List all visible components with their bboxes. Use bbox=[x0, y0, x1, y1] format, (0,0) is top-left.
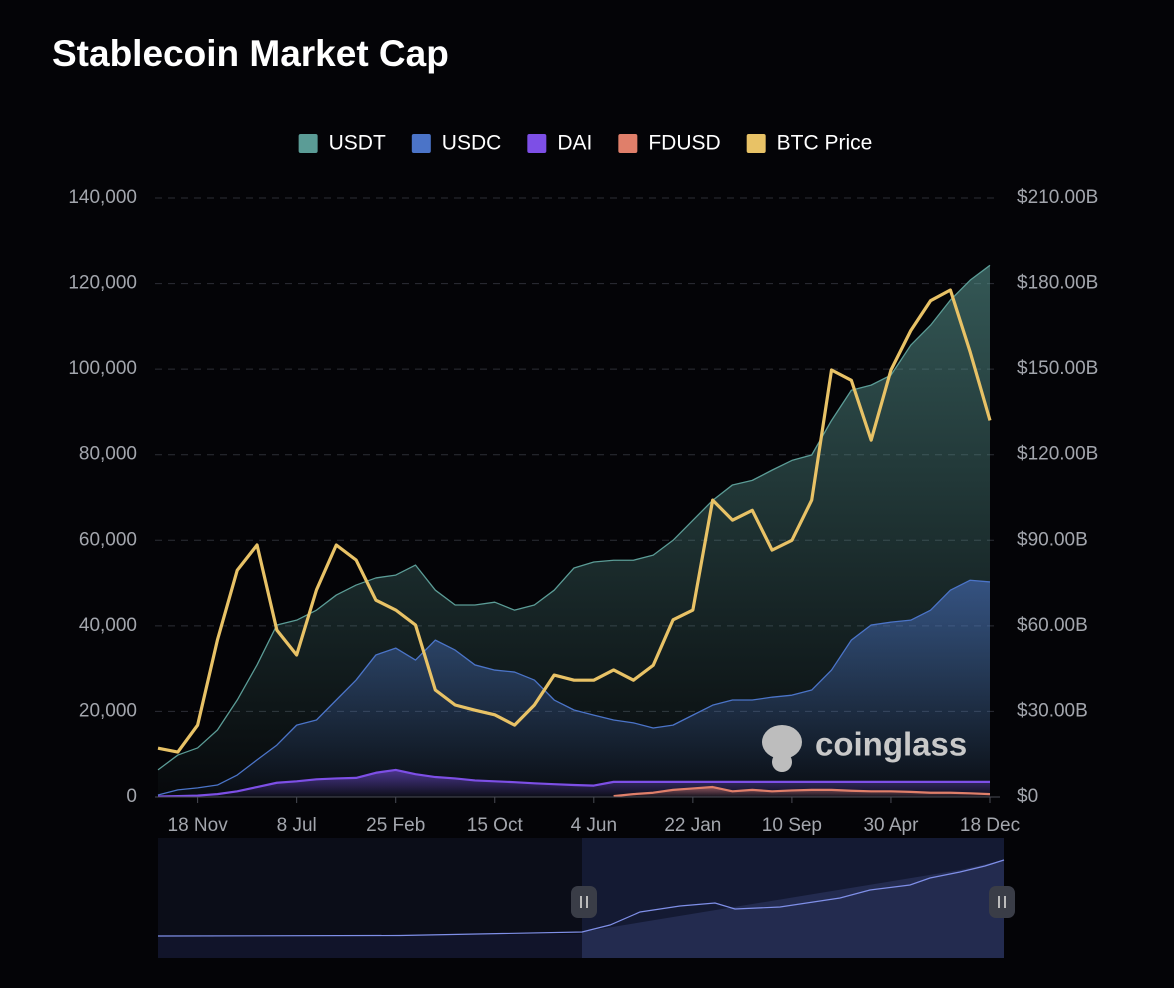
navigator[interactable] bbox=[157, 838, 1015, 958]
legend-swatch bbox=[618, 134, 638, 153]
area bbox=[158, 265, 990, 798]
x-tick-label: 15 Oct bbox=[467, 815, 524, 836]
y2-tick-label: $30.00B bbox=[1017, 700, 1088, 721]
area-line bbox=[157, 579, 991, 796]
x-tick-label: 10 Sep bbox=[762, 815, 822, 836]
legend-label: USDT bbox=[329, 132, 386, 155]
lines bbox=[157, 288, 992, 754]
legend-label: DAI bbox=[557, 132, 592, 155]
legend-swatch bbox=[746, 134, 766, 153]
navigator-area bbox=[158, 934, 582, 958]
area-line bbox=[157, 264, 991, 771]
legend-label: USDC bbox=[442, 132, 502, 155]
legend: USDT USDC DAI FDUSD BTC Price bbox=[298, 132, 873, 155]
navigator-area bbox=[582, 860, 1004, 958]
x-tick-label: 8 Jul bbox=[277, 815, 317, 836]
y2-tick-label: $120.00B bbox=[1017, 444, 1098, 465]
watermark: coinglass bbox=[762, 725, 967, 772]
x-tick-label: 18 Dec bbox=[960, 815, 1020, 836]
y2-tick-label: $150.00B bbox=[1017, 358, 1098, 379]
x-tick-label: 4 Jun bbox=[571, 815, 617, 836]
watermark-icon bbox=[762, 725, 802, 759]
legend-label: BTC Price bbox=[777, 132, 873, 155]
x-tick-label: 22 Jan bbox=[664, 815, 721, 836]
area-line bbox=[157, 768, 990, 798]
legend-swatch bbox=[527, 134, 547, 153]
chart-title: Stablecoin Market Cap bbox=[52, 33, 449, 74]
legend-swatch bbox=[298, 134, 318, 153]
y-tick-label: 80,000 bbox=[79, 444, 137, 465]
watermark-icon bbox=[772, 752, 792, 772]
y2-tick-label: $0 bbox=[1017, 786, 1038, 807]
y-tick-label: 40,000 bbox=[79, 615, 137, 636]
legend-label: FDUSD bbox=[648, 132, 720, 155]
area bbox=[613, 787, 990, 797]
line bbox=[157, 288, 992, 754]
area-line bbox=[613, 785, 991, 798]
x-tick-label: 30 Apr bbox=[863, 815, 919, 836]
y-tick-label: 0 bbox=[126, 786, 137, 807]
x-tick-label: 18 Nov bbox=[168, 815, 229, 836]
y-tick-label: 60,000 bbox=[79, 529, 137, 550]
y2-tick-label: $90.00B bbox=[1017, 529, 1088, 550]
x-tick-label: 25 Feb bbox=[366, 815, 425, 836]
watermark-text: coinglass bbox=[815, 726, 967, 763]
navigator-handle[interactable] bbox=[989, 886, 1015, 918]
y-tick-label: 120,000 bbox=[68, 273, 137, 294]
navigator-line bbox=[157, 859, 1005, 937]
y2-tick-label: $180.00B bbox=[1017, 273, 1098, 294]
y-tick-label: 20,000 bbox=[79, 700, 137, 721]
y-tick-label: 100,000 bbox=[68, 358, 137, 379]
y2-tick-label: $210.00B bbox=[1017, 187, 1098, 208]
y2-tick-label: $60.00B bbox=[1017, 615, 1088, 636]
y-tick-label: 140,000 bbox=[68, 187, 137, 208]
axes: 0 20,000 40,000 60,000 80,000 100,000 120,000 1… bbox=[68, 187, 1098, 836]
plot-area bbox=[157, 264, 991, 798]
navigator-handle[interactable] bbox=[571, 886, 597, 918]
legend-swatch bbox=[411, 134, 431, 153]
